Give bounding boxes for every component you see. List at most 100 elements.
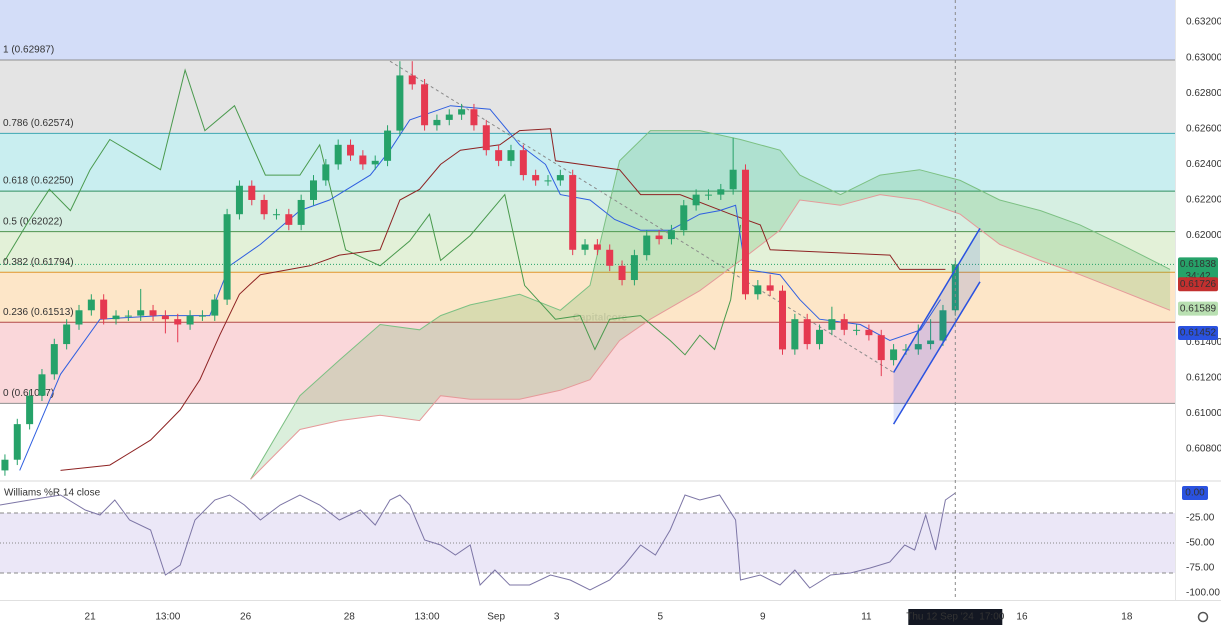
x-tick-label: 18 bbox=[1121, 612, 1133, 623]
channel-upper bbox=[892, 228, 981, 373]
candle-body bbox=[371, 160, 379, 165]
candle-body bbox=[161, 315, 169, 320]
candle-body bbox=[149, 310, 157, 316]
y-tick-label: 0.62200 bbox=[1186, 195, 1221, 206]
candle-body bbox=[890, 349, 898, 361]
candle-body bbox=[507, 150, 515, 161]
candle-body bbox=[914, 344, 922, 350]
y-tick-label: 0.61200 bbox=[1186, 373, 1221, 384]
watermark: Capitalcore bbox=[573, 313, 628, 324]
wr-tick-label: -25.00 bbox=[1186, 513, 1215, 524]
candle-body bbox=[174, 319, 182, 325]
wr-tick-label: -100.00 bbox=[1186, 588, 1220, 599]
chikou-line bbox=[4, 68, 741, 356]
candle-body bbox=[458, 109, 466, 115]
candle-body bbox=[13, 424, 21, 460]
candle-body bbox=[643, 235, 651, 256]
candle-body bbox=[791, 319, 799, 350]
price-badge-text: 0.61838 bbox=[1180, 259, 1217, 270]
candle-body bbox=[198, 315, 206, 317]
crosshair-label: Thu 12 Sep '24 17:00 bbox=[906, 612, 1005, 623]
candle-body bbox=[729, 169, 737, 190]
candle-body bbox=[38, 374, 46, 396]
candle-body bbox=[396, 75, 404, 131]
candle-body bbox=[927, 340, 935, 345]
candle-body bbox=[618, 265, 626, 281]
x-tick-label: 9 bbox=[760, 612, 766, 623]
candle-body bbox=[470, 109, 478, 126]
candle-body bbox=[211, 299, 219, 316]
fib-zone bbox=[0, 272, 1175, 323]
candle-body bbox=[853, 329, 861, 331]
candle-body bbox=[951, 264, 959, 311]
candle-body bbox=[606, 249, 614, 266]
candle-body bbox=[248, 185, 256, 200]
candle-body bbox=[779, 290, 787, 350]
fib-label: 0.236 (0.61513) bbox=[3, 307, 74, 318]
candle-body bbox=[359, 155, 367, 165]
candle-body bbox=[235, 185, 243, 215]
candle-body bbox=[717, 189, 725, 195]
candle-body bbox=[112, 315, 120, 320]
candle-body bbox=[408, 75, 416, 85]
cloud-upper bbox=[250, 130, 1171, 480]
candle-body bbox=[421, 84, 429, 126]
y-tick-label: 0.61000 bbox=[1186, 408, 1221, 419]
candle-body bbox=[754, 285, 762, 295]
price-badge bbox=[1178, 277, 1218, 292]
candle-body bbox=[26, 395, 34, 425]
candle-body bbox=[100, 299, 108, 320]
y-tick-label: 0.63200 bbox=[1186, 17, 1221, 28]
price-badge-text: 0.61726 bbox=[1180, 279, 1217, 290]
y-tick-label: 0.60800 bbox=[1186, 444, 1221, 455]
fib-zone bbox=[0, 322, 1175, 404]
fib-label: 0.786 (0.62574) bbox=[3, 118, 74, 129]
candle-body bbox=[482, 125, 490, 151]
candle-body bbox=[741, 169, 749, 295]
candle-body bbox=[186, 315, 194, 325]
x-tick-label: 5 bbox=[658, 612, 664, 623]
candle-body bbox=[544, 180, 552, 182]
x-tick-label: 3 bbox=[554, 612, 560, 623]
price-badge-text: 0.61589 bbox=[1180, 303, 1217, 314]
candle-body bbox=[840, 319, 848, 330]
fib-zone bbox=[0, 59, 1175, 134]
candle-body bbox=[50, 344, 58, 375]
candle-body bbox=[223, 214, 231, 300]
candle-body bbox=[309, 180, 317, 200]
price-badge-text: 0.61452 bbox=[1180, 328, 1217, 339]
cloud-fill bbox=[250, 130, 1171, 480]
candle-body bbox=[445, 114, 453, 120]
tenkan-line bbox=[19, 105, 941, 471]
candle-body bbox=[433, 119, 441, 126]
fib-label: 0.618 (0.62250) bbox=[3, 176, 74, 187]
y-tick-label: 0.61400 bbox=[1186, 337, 1221, 348]
candle-body bbox=[581, 244, 589, 250]
y-tick-label: 0.62000 bbox=[1186, 230, 1221, 241]
candle-body bbox=[75, 310, 83, 325]
channel-lower bbox=[892, 281, 981, 425]
channel-fill bbox=[893, 228, 980, 425]
candle-body bbox=[816, 329, 824, 345]
wr-line bbox=[0, 492, 956, 591]
x-tick-label: 13:00 bbox=[155, 612, 180, 623]
x-tick-label: 11 bbox=[861, 612, 872, 623]
candle-body bbox=[1, 459, 9, 471]
fib-label: 0 (0.61057) bbox=[3, 388, 54, 399]
fib-label: 0.382 (0.61794) bbox=[3, 257, 74, 268]
fib-label: 0.5 (0.62022) bbox=[3, 216, 63, 227]
y-tick-label: 0.62600 bbox=[1186, 123, 1221, 134]
candle-body bbox=[680, 205, 688, 231]
candle-body bbox=[272, 214, 280, 216]
price-badge bbox=[1178, 301, 1218, 316]
candle-body bbox=[704, 194, 712, 196]
main-pane: 1 (0.62987) 0.786 (0.62574) 0.618 (0.62250… bbox=[0, 0, 1175, 480]
y-tick-label: 0.62800 bbox=[1186, 88, 1221, 99]
candle-body bbox=[593, 244, 601, 250]
candle-body bbox=[630, 255, 638, 281]
crosshair-badge bbox=[908, 609, 1003, 625]
candle-body bbox=[297, 199, 305, 225]
candle-body bbox=[322, 164, 330, 181]
